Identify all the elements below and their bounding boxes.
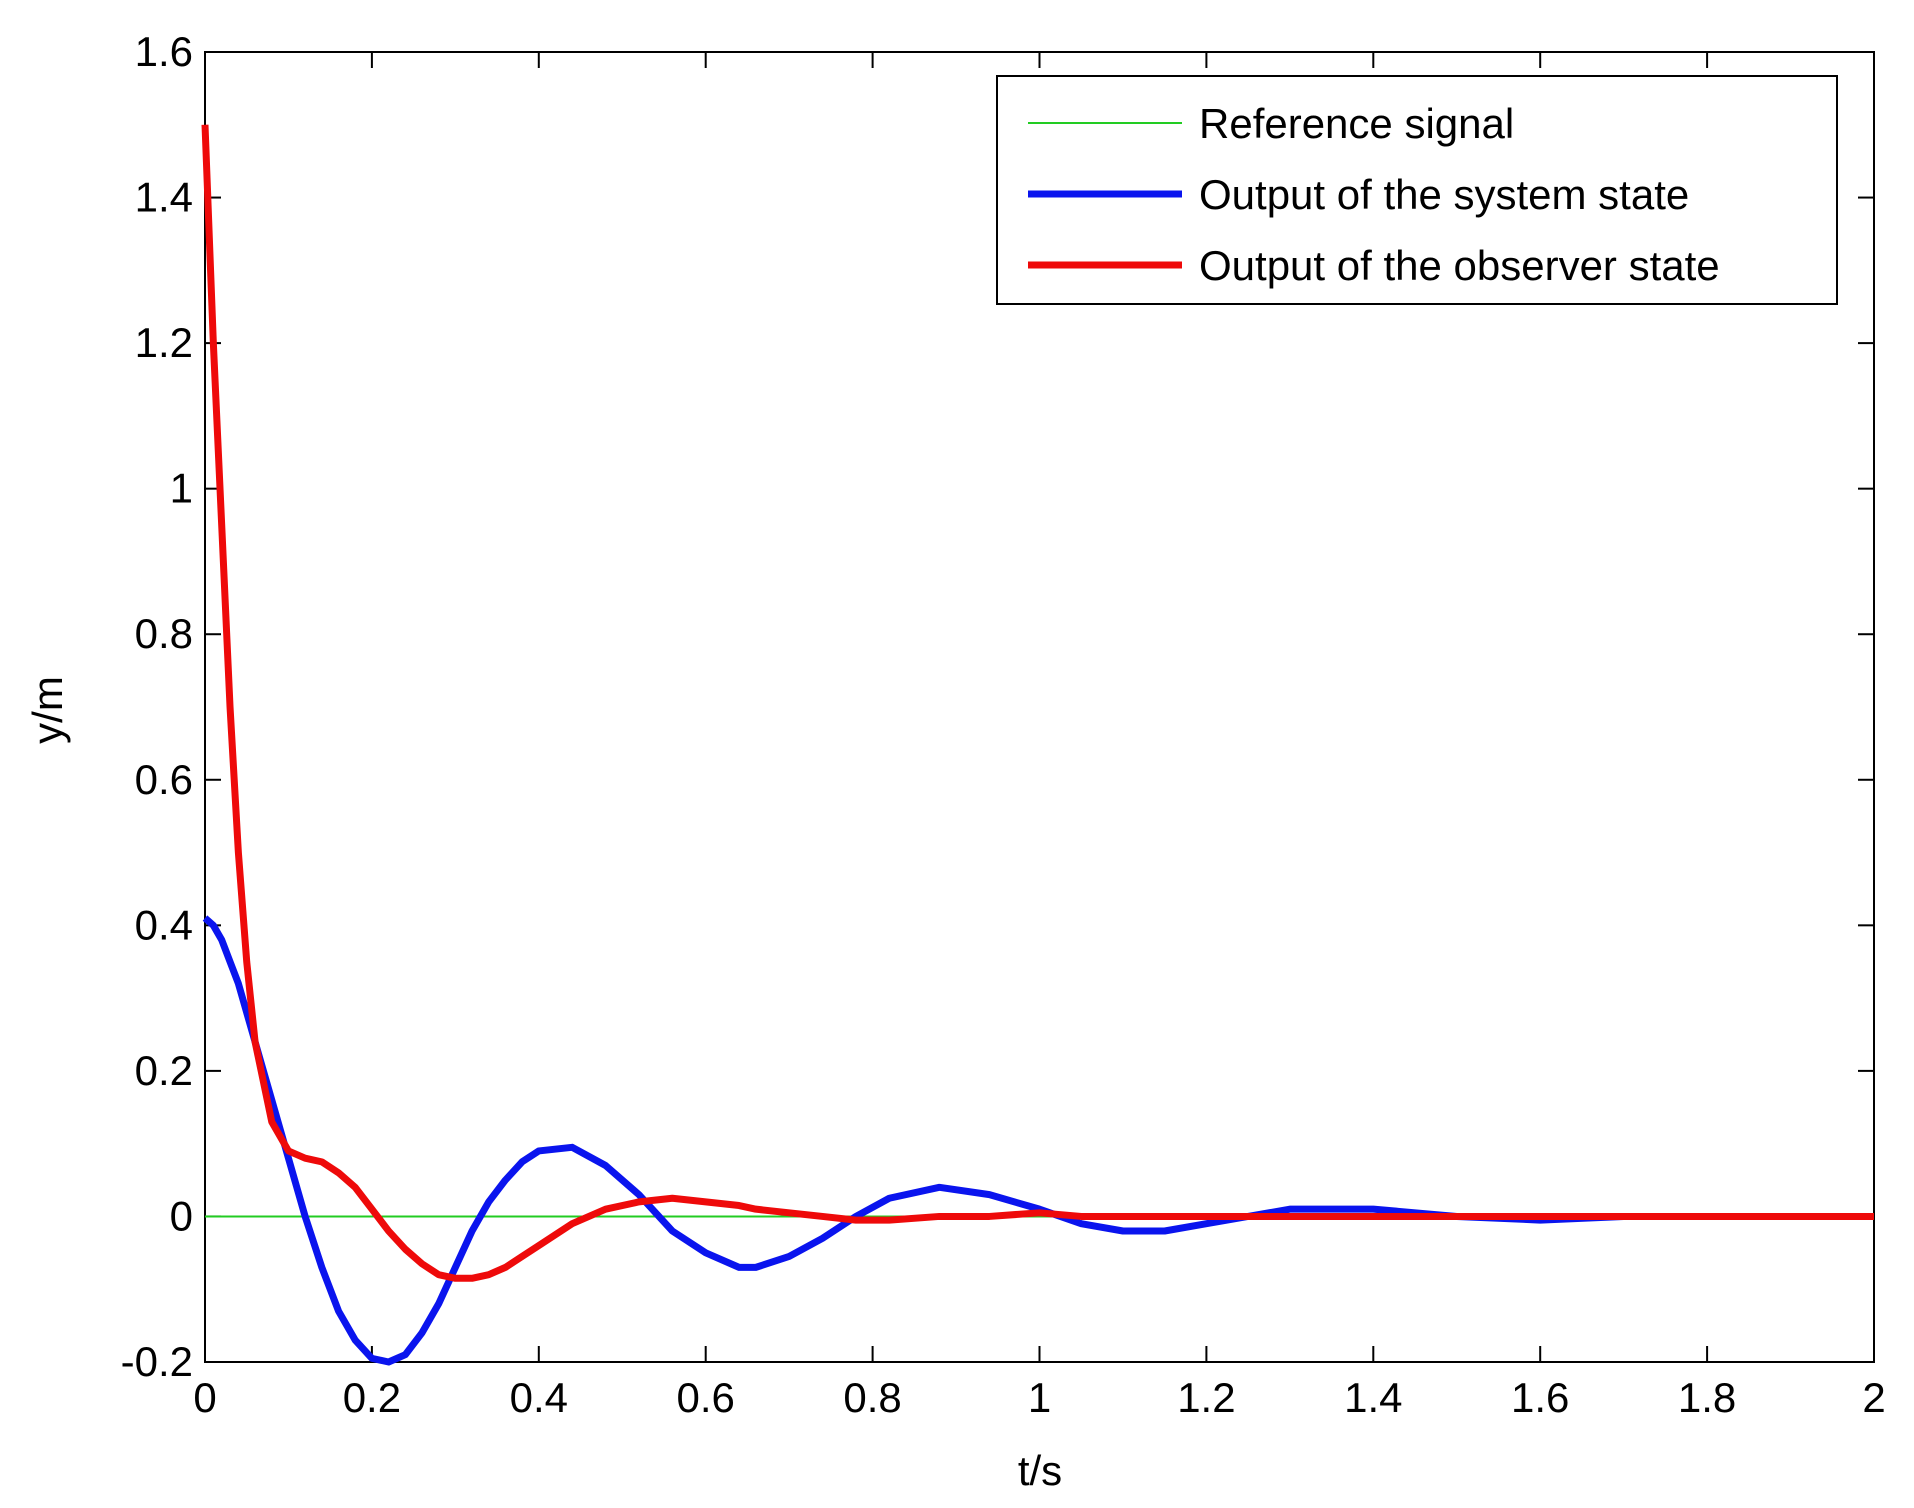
x-tick-label: 0.8 [843,1374,901,1421]
legend-label: Output of the observer state [1199,242,1720,289]
x-tick-label: 0 [193,1374,216,1421]
series-line [202,915,1874,1366]
y-tick-label: 1.6 [135,28,193,75]
x-axis-label: t/s [1018,1447,1062,1494]
y-tick-label: 0.6 [135,756,193,803]
y-tick-label: 0 [170,1192,193,1239]
x-tick-label: 1.4 [1344,1374,1402,1421]
y-tick-label: 1 [170,465,193,512]
x-tick-label: 2 [1862,1374,1885,1421]
y-axis-label: y/m [24,676,71,744]
x-tick-label: 0.6 [677,1374,735,1421]
y-tick-label: -0.2 [121,1338,193,1385]
x-tick-label: 0.2 [343,1374,401,1421]
y-tick-label: 1.4 [135,174,193,221]
y-tick-label: 0.2 [135,1047,193,1094]
y-tick-label: 1.2 [135,319,193,366]
x-tick-label: 1 [1028,1374,1051,1421]
legend-label: Reference signal [1199,100,1514,147]
x-tick-label: 1.6 [1511,1374,1569,1421]
x-tick-label: 1.8 [1678,1374,1736,1421]
x-tick-label: 1.2 [1177,1374,1235,1421]
legend-label: Output of the system state [1199,171,1689,218]
x-tick-label: 0.4 [510,1374,568,1421]
y-tick-label: 0.8 [135,610,193,657]
series-line [201,124,1874,1282]
y-tick-label: 0.4 [135,901,193,948]
